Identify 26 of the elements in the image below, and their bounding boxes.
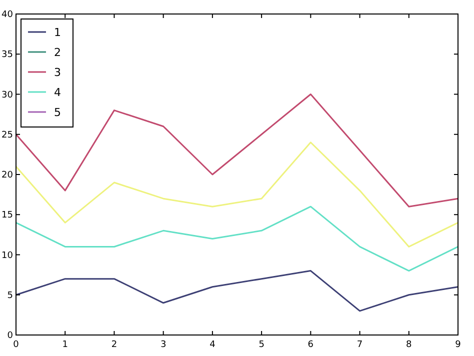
x-tick-label: 2	[111, 340, 118, 350]
x-tick-label: 8	[406, 340, 412, 350]
legend-label: 4	[54, 86, 61, 99]
y-tick-label: 40	[2, 10, 14, 20]
legend-label: 5	[54, 106, 61, 119]
legend-label: 3	[54, 66, 61, 79]
y-tick-label: 30	[2, 90, 14, 100]
y-tick-label: 0	[7, 331, 14, 341]
x-tick-label: 6	[308, 340, 314, 350]
y-tick-label: 5	[7, 290, 13, 301]
x-tick-label: 4	[210, 340, 216, 350]
line-series	[15, 142, 459, 248]
legend-label: 1	[54, 26, 61, 39]
x-tick-label: 1	[62, 340, 68, 350]
y-tick-label: 10	[2, 250, 14, 261]
y-tick-label: 20	[2, 170, 14, 180]
x-tick-label: 5	[258, 340, 264, 350]
legend-label: 2	[54, 46, 61, 59]
x-tick-label: 7	[356, 340, 363, 350]
y-tick-label: 15	[2, 210, 13, 221]
y-tick-label: 25	[2, 130, 13, 140]
x-tick-label: 3	[160, 340, 166, 350]
line-series	[15, 206, 459, 272]
y-tick-label: 35	[2, 50, 13, 60]
line-series	[15, 270, 459, 312]
x-tick-label: 9	[455, 340, 462, 350]
